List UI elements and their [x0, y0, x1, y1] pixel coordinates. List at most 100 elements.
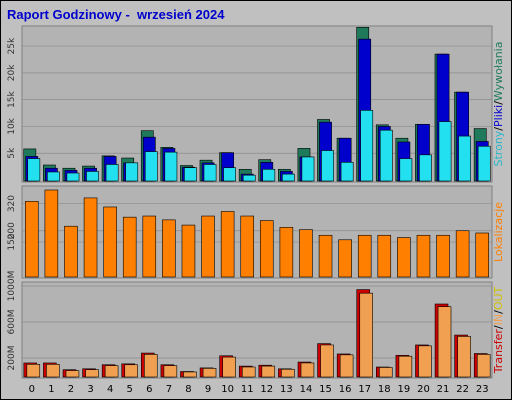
panel-3-bar [320, 344, 334, 378]
panel-3-bar [476, 354, 491, 378]
panel-1-bar [105, 164, 119, 182]
panel-2-bar [220, 211, 235, 278]
panel-3-bar [261, 365, 276, 378]
hour-tick-label: 2 [68, 384, 74, 395]
panel-1-bar [379, 129, 393, 182]
panel-3-bar [457, 336, 471, 378]
panel-1-bar [262, 168, 276, 182]
panel-1-bar [184, 167, 197, 182]
panel-3-bar [418, 345, 432, 378]
panel-2-bar [142, 215, 157, 278]
panel-2-bar [338, 239, 352, 278]
panel-1-bar [223, 167, 236, 182]
panel-2-bar [44, 189, 59, 278]
side-label-part: IN [492, 314, 505, 325]
hour-tick-label: 22 [456, 384, 469, 395]
panel-1-ytick: 10k [7, 117, 17, 134]
hour-tick-label: 7 [166, 384, 172, 395]
panel-2-bar [397, 237, 411, 278]
panel-3-ytick: 200M [7, 346, 17, 371]
hour-tick-label: 23 [476, 384, 489, 395]
panel-3-bar [85, 369, 99, 378]
panel-2-bar [416, 234, 431, 278]
panel-3-bar [359, 292, 373, 378]
side-label-part: Wywołania [492, 42, 505, 102]
panel-3-bar [379, 367, 393, 378]
panel-2-bar [279, 227, 294, 278]
hour-tick-label: 8 [185, 384, 191, 395]
panel-2-bar [181, 224, 196, 278]
side-label-part: Transfer [492, 329, 505, 375]
panel-1-bar [66, 172, 80, 182]
hour-tick-label: 14 [300, 384, 313, 395]
panel-1-bar [125, 162, 139, 182]
panel-1-bar [164, 151, 178, 182]
panel-2-bar [240, 215, 254, 278]
panel-1-bar [419, 154, 432, 182]
hour-tick-label: 6 [146, 384, 152, 395]
hour-tick-label: 3 [87, 384, 93, 395]
hour-tick-label: 15 [319, 384, 332, 395]
panel-3-bar [26, 363, 41, 378]
panel-3-bar [241, 366, 256, 378]
hour-tick-label: 11 [241, 384, 254, 395]
panel-1-bar [86, 171, 99, 182]
panel-1-side-label: Strony/Pliki/Wywołania [492, 42, 505, 167]
panel-1-ytick: 25k [7, 37, 17, 54]
panel-1-ytick: 20k [7, 64, 17, 81]
panel-2-bar [436, 234, 450, 278]
panel-1-bar [301, 156, 315, 182]
panel-3-bar [65, 370, 80, 378]
panel-2-bar [475, 232, 489, 278]
side-label-part: Strony [492, 130, 505, 166]
panel-2-ytick: 320 [7, 195, 17, 212]
hour-tick-label: 13 [280, 384, 293, 395]
panel-1-background [21, 25, 493, 183]
panel-2-bar [83, 197, 98, 278]
panel-1-bar [203, 164, 217, 182]
side-label-part: OUT [492, 286, 505, 310]
panel-2-bar [377, 234, 392, 278]
hour-tick-label: 19 [398, 384, 411, 395]
panel-3-bar [183, 371, 197, 378]
panel-1-bar [242, 174, 256, 182]
panel-1-bar [438, 121, 452, 182]
panel-3-bar [124, 364, 138, 378]
panel-1-bar [321, 150, 334, 182]
panel-1-bar [477, 145, 491, 182]
panel-1-bar [47, 171, 60, 182]
panel-3-bar [300, 362, 315, 378]
side-label-part: / [492, 127, 505, 131]
panel-2-bar [318, 234, 333, 278]
panel-1-bar [458, 135, 471, 182]
panel-1-bar [282, 173, 295, 182]
hour-tick-label: 17 [358, 384, 371, 395]
panel-2-bar [122, 216, 137, 278]
panel-1-ytick: 15k [7, 91, 17, 108]
panel-3-bar [202, 368, 217, 378]
panel-1-bar [360, 110, 374, 182]
panel-3-bar [144, 354, 158, 378]
panel-2-side-label: Lokalizacje [492, 202, 505, 262]
panel-2-bar [162, 219, 176, 278]
panel-3-ytick: 1000M [7, 271, 17, 302]
side-label-part: / [492, 310, 505, 314]
panel-3-bar [163, 365, 178, 378]
panel-1-ytick: 5k [7, 147, 17, 159]
panel-3-bar [339, 354, 354, 378]
hour-tick-label: 20 [417, 384, 430, 395]
hour-tick-label: 18 [378, 384, 391, 395]
panel-3-ytick: 600M [7, 310, 17, 335]
report-title: Raport Godzinowy - wrzesień 2024 [7, 7, 225, 22]
hour-tick-label: 9 [205, 384, 211, 395]
panel-1-bar [340, 162, 354, 182]
hour-tick-label: 5 [127, 384, 133, 395]
panel-2-bar [260, 220, 274, 278]
panel-3-bar [46, 363, 60, 378]
panel-3-bar [281, 368, 295, 378]
hour-tick-label: 0 [29, 384, 35, 395]
panel-2-ytick: 200 [7, 222, 17, 239]
panel-2-bar [25, 201, 39, 278]
hour-tick-label: 10 [221, 384, 234, 395]
